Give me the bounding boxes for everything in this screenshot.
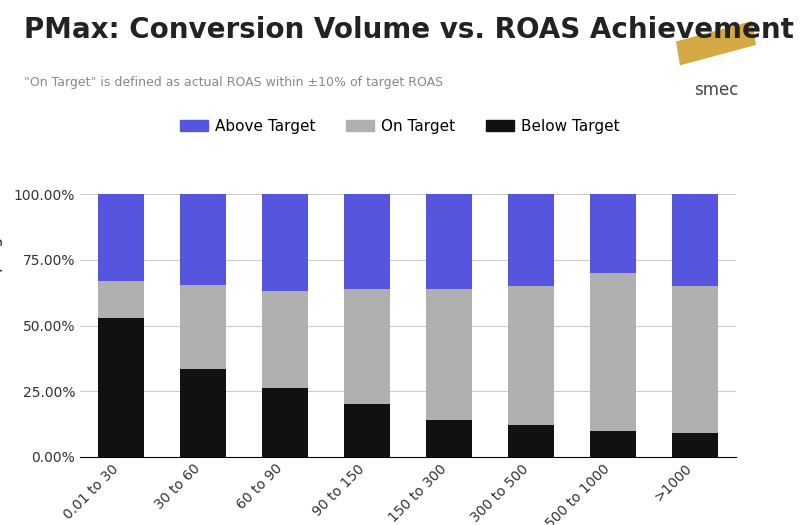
Bar xyxy=(98,281,143,318)
Y-axis label: Share of PMax Campaigns: Share of PMax Campaigns xyxy=(0,217,2,434)
Bar xyxy=(181,194,226,285)
Bar xyxy=(262,291,307,387)
Bar xyxy=(673,433,718,457)
Polygon shape xyxy=(676,21,756,66)
Bar xyxy=(590,194,635,273)
Bar xyxy=(181,369,226,457)
Bar xyxy=(345,289,390,404)
Bar xyxy=(590,430,635,457)
Bar xyxy=(673,286,718,433)
Bar xyxy=(98,318,143,457)
Text: smec: smec xyxy=(694,81,738,99)
Bar xyxy=(673,194,718,286)
Bar xyxy=(345,194,390,289)
Text: PMax: Conversion Volume vs. ROAS Achievement: PMax: Conversion Volume vs. ROAS Achieve… xyxy=(24,16,794,44)
Bar xyxy=(509,286,554,425)
Bar xyxy=(590,273,635,430)
Bar xyxy=(509,425,554,457)
Text: "On Target" is defined as actual ROAS within ±10% of target ROAS: "On Target" is defined as actual ROAS wi… xyxy=(24,76,443,89)
Bar xyxy=(426,289,471,420)
Bar xyxy=(426,194,471,289)
Bar xyxy=(345,404,390,457)
Legend: Above Target, On Target, Below Target: Above Target, On Target, Below Target xyxy=(174,113,626,140)
Bar xyxy=(181,285,226,369)
Bar xyxy=(98,194,143,281)
Bar xyxy=(509,194,554,286)
Bar xyxy=(426,420,471,457)
Bar xyxy=(262,194,307,291)
Bar xyxy=(262,387,307,457)
